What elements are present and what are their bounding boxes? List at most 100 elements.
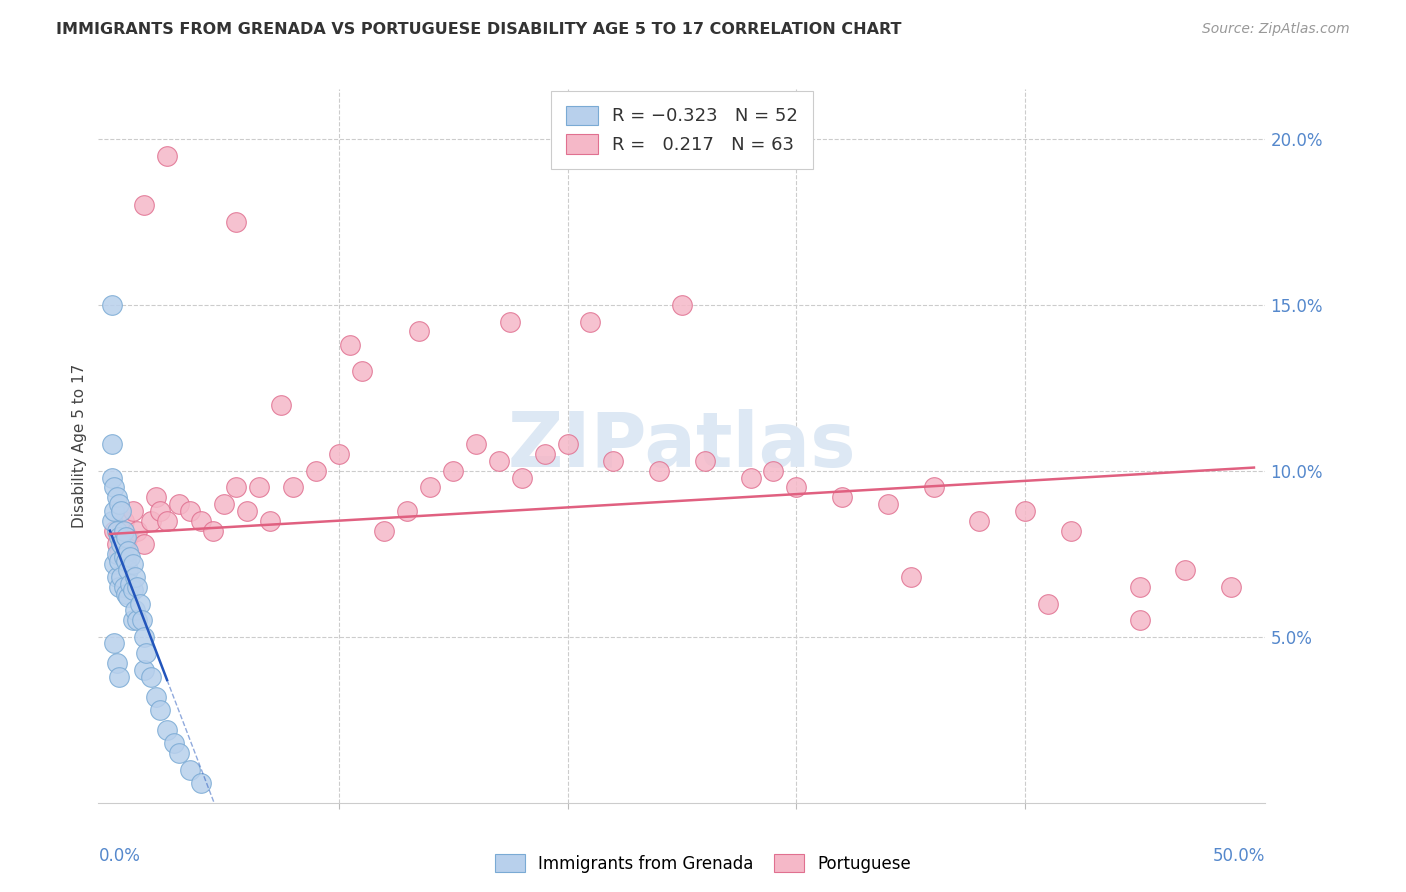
- Point: [1036, 597, 1059, 611]
- Point: [579, 314, 602, 328]
- Point: [396, 504, 419, 518]
- Point: [108, 497, 131, 511]
- Point: [740, 470, 762, 484]
- Point: [305, 464, 328, 478]
- Point: [179, 504, 201, 518]
- Point: [135, 647, 157, 661]
- Point: [179, 763, 201, 777]
- Point: [149, 504, 172, 518]
- Point: [131, 613, 153, 627]
- Point: [105, 491, 128, 505]
- Point: [156, 148, 179, 162]
- Point: [117, 564, 139, 578]
- Point: [101, 437, 124, 451]
- Point: [350, 364, 373, 378]
- Text: 0.0%: 0.0%: [98, 847, 141, 865]
- Point: [1128, 580, 1150, 594]
- Point: [785, 481, 807, 495]
- Point: [139, 670, 162, 684]
- Point: [247, 481, 270, 495]
- Point: [103, 504, 125, 518]
- Point: [101, 470, 124, 484]
- Point: [105, 547, 128, 561]
- Point: [156, 723, 179, 737]
- Point: [139, 514, 162, 528]
- Point: [134, 537, 156, 551]
- Point: [671, 298, 693, 312]
- Text: ZIPatlas: ZIPatlas: [508, 409, 856, 483]
- Point: [124, 570, 146, 584]
- Point: [259, 514, 281, 528]
- Point: [533, 447, 555, 461]
- Point: [110, 537, 132, 551]
- Point: [557, 437, 579, 451]
- Point: [145, 690, 167, 704]
- Point: [108, 530, 131, 544]
- Point: [602, 454, 624, 468]
- Point: [120, 576, 142, 591]
- Point: [117, 590, 139, 604]
- Point: [110, 524, 132, 538]
- Y-axis label: Disability Age 5 to 17: Disability Age 5 to 17: [72, 364, 87, 528]
- Point: [110, 504, 132, 518]
- Point: [127, 524, 149, 538]
- Point: [105, 524, 128, 538]
- Point: [121, 583, 143, 598]
- Point: [408, 325, 430, 339]
- Point: [101, 298, 124, 312]
- Point: [110, 570, 132, 584]
- Point: [103, 636, 125, 650]
- Point: [115, 530, 138, 544]
- Point: [103, 557, 125, 571]
- Point: [693, 454, 716, 468]
- Point: [419, 481, 441, 495]
- Point: [103, 481, 125, 495]
- Point: [163, 736, 186, 750]
- Point: [108, 547, 131, 561]
- Point: [108, 580, 131, 594]
- Point: [105, 657, 128, 671]
- Point: [145, 491, 167, 505]
- Point: [124, 603, 146, 617]
- Point: [648, 464, 671, 478]
- Point: [762, 464, 785, 478]
- Point: [117, 543, 139, 558]
- Point: [922, 481, 945, 495]
- Point: [1060, 524, 1083, 538]
- Point: [488, 454, 510, 468]
- Point: [112, 550, 135, 565]
- Point: [900, 570, 922, 584]
- Point: [1128, 613, 1150, 627]
- Point: [149, 703, 172, 717]
- Point: [214, 497, 236, 511]
- Point: [328, 447, 350, 461]
- Legend: R = −0.323   N = 52, R =   0.217   N = 63: R = −0.323 N = 52, R = 0.217 N = 63: [551, 91, 813, 169]
- Point: [465, 437, 488, 451]
- Point: [112, 580, 135, 594]
- Point: [339, 338, 361, 352]
- Point: [127, 580, 149, 594]
- Point: [117, 530, 139, 544]
- Point: [969, 514, 991, 528]
- Point: [1174, 564, 1197, 578]
- Point: [831, 491, 853, 505]
- Point: [281, 481, 304, 495]
- Point: [201, 524, 224, 538]
- Point: [101, 514, 124, 528]
- Point: [108, 553, 131, 567]
- Point: [120, 550, 142, 565]
- Point: [115, 587, 138, 601]
- Point: [225, 481, 247, 495]
- Point: [1220, 580, 1243, 594]
- Point: [236, 504, 259, 518]
- Point: [121, 613, 143, 627]
- Point: [127, 613, 149, 627]
- Point: [167, 746, 190, 760]
- Point: [105, 537, 128, 551]
- Point: [128, 597, 150, 611]
- Point: [121, 557, 143, 571]
- Text: 50.0%: 50.0%: [1213, 847, 1265, 865]
- Text: Source: ZipAtlas.com: Source: ZipAtlas.com: [1202, 22, 1350, 37]
- Point: [167, 497, 190, 511]
- Point: [190, 514, 212, 528]
